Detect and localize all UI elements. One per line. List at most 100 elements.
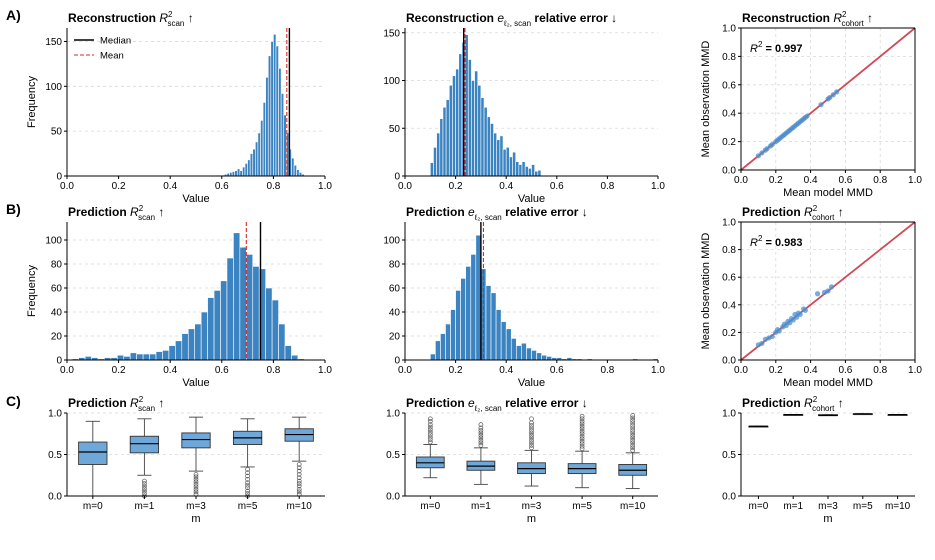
c2-outlier: [478, 433, 484, 438]
b1-xtick-label: 0.8: [266, 365, 280, 376]
b1-bar: [213, 290, 221, 361]
b2-bar: [531, 350, 537, 361]
c1-outlier: [245, 485, 250, 491]
a1-xlabel: Value: [182, 193, 209, 205]
b2-ytick-label: 0: [394, 356, 400, 367]
b2-bar: [470, 254, 477, 361]
a2-bar: [509, 156, 513, 177]
c2-outlier: [529, 433, 534, 438]
c2-outlier: [478, 435, 484, 441]
a2-bar: [490, 123, 494, 177]
b2-xtick-label: 0.8: [600, 365, 614, 376]
b2-bar: [546, 356, 553, 361]
a3-point: [827, 94, 833, 101]
a1-bar: [257, 132, 261, 177]
a2-bar: [483, 106, 488, 177]
c3-ytick-label: 0.5: [722, 450, 736, 461]
b1-bar: [129, 352, 137, 361]
a3-point: [764, 146, 770, 152]
b3-xtick-label: 0.6: [838, 365, 852, 376]
b2-bar: [510, 338, 517, 361]
c2-outlier: [427, 416, 433, 422]
b2-bar: [450, 309, 456, 361]
b3-xtick-label: 1.0: [908, 365, 922, 376]
c1-ytick-label: 1.0: [48, 409, 62, 420]
c2-outlier: [427, 434, 433, 440]
a1-bar: [291, 157, 295, 177]
b2-bar: [465, 266, 472, 361]
b2-bar: [440, 333, 446, 361]
c2-outlier: [579, 416, 585, 422]
a2-bar: [429, 162, 434, 177]
a2-bar: [471, 80, 475, 177]
c2-outlier: [478, 428, 484, 433]
c1-outlier: [193, 477, 199, 482]
b3-ytick-label: 0.8: [722, 245, 736, 256]
c3-xtick-label: m=1: [783, 501, 803, 512]
a3-ytick-label: 0.6: [722, 80, 736, 91]
b1-bar: [84, 356, 92, 361]
a2-bar: [521, 161, 526, 177]
row-label-c: C): [6, 393, 21, 409]
a1-bar: [280, 93, 285, 177]
c2-outlier: [427, 439, 433, 445]
b2-bar: [475, 234, 482, 361]
b2-xlabel: Value: [518, 377, 545, 389]
b3-point: [787, 320, 793, 326]
c1-outlier: [142, 486, 147, 491]
b3-title: Prediction R2 cohort ↑: [742, 204, 844, 222]
c1-outlier: [193, 487, 199, 492]
c1-outlier: [296, 465, 302, 471]
b1-xtick-label: 0.0: [60, 365, 74, 376]
c1-outlier: [142, 488, 147, 494]
a1-ytick-label: 100: [45, 82, 62, 93]
b1-bar: [136, 353, 144, 361]
row-label-b: B): [6, 201, 21, 217]
b1-bar: [291, 354, 299, 361]
a1-bar: [260, 120, 264, 177]
a2-ytick-label: 100: [383, 76, 400, 87]
b2-ytick-label: 20: [389, 332, 401, 343]
b2-bar: [435, 340, 441, 361]
c2-outlier: [630, 445, 636, 451]
a2-bar: [528, 168, 532, 177]
c1-ytick-label: 0.5: [48, 450, 62, 461]
b1-title: Prediction R2 scan ↑: [68, 204, 164, 222]
c1-box: [129, 435, 160, 454]
c2-outlier: [579, 443, 585, 449]
b2-bar: [516, 345, 522, 361]
b3-point: [794, 314, 800, 320]
a3-r2-annotation: R2 = 0.997: [750, 40, 802, 55]
b1-bar: [271, 299, 279, 361]
a1-bar: [236, 168, 241, 177]
b3-xlabel: Mean model MMD: [783, 377, 873, 389]
c2-outlier: [630, 430, 636, 436]
c2-outlier: [630, 433, 636, 438]
b3-r2-annotation: R2 = 0.983: [750, 234, 802, 249]
b2-bar: [536, 352, 542, 361]
a1-bar: [244, 163, 248, 177]
a3-xtick-label: 0.6: [838, 175, 852, 186]
c1-outlier: [142, 483, 147, 489]
a1-ytick-label: 0: [56, 172, 62, 183]
c2-outlier: [630, 438, 636, 443]
c2-outlier: [529, 430, 534, 436]
c3-xtick-label: m=10: [885, 501, 911, 512]
c2-outlier: [579, 431, 585, 437]
a1-bar: [255, 141, 259, 177]
a2-bar: [502, 148, 507, 177]
a1-bar: [231, 171, 235, 177]
b1-bar: [284, 345, 292, 361]
a3-ytick-label: 0.2: [722, 137, 736, 148]
a1-bar: [298, 172, 303, 177]
c2-xtick-label: m=3: [522, 501, 542, 512]
c2-xtick-label: m=1: [471, 501, 491, 512]
c1-outlier: [193, 472, 199, 477]
a3-xtick-label: 0.0: [734, 175, 748, 186]
c2-outlier: [630, 413, 636, 418]
b1-xtick-label: 1.0: [318, 365, 332, 376]
b2-bar: [500, 321, 507, 361]
a2-ytick-label: 150: [383, 28, 400, 39]
b3-point: [802, 307, 808, 313]
a2-bar: [442, 106, 447, 177]
